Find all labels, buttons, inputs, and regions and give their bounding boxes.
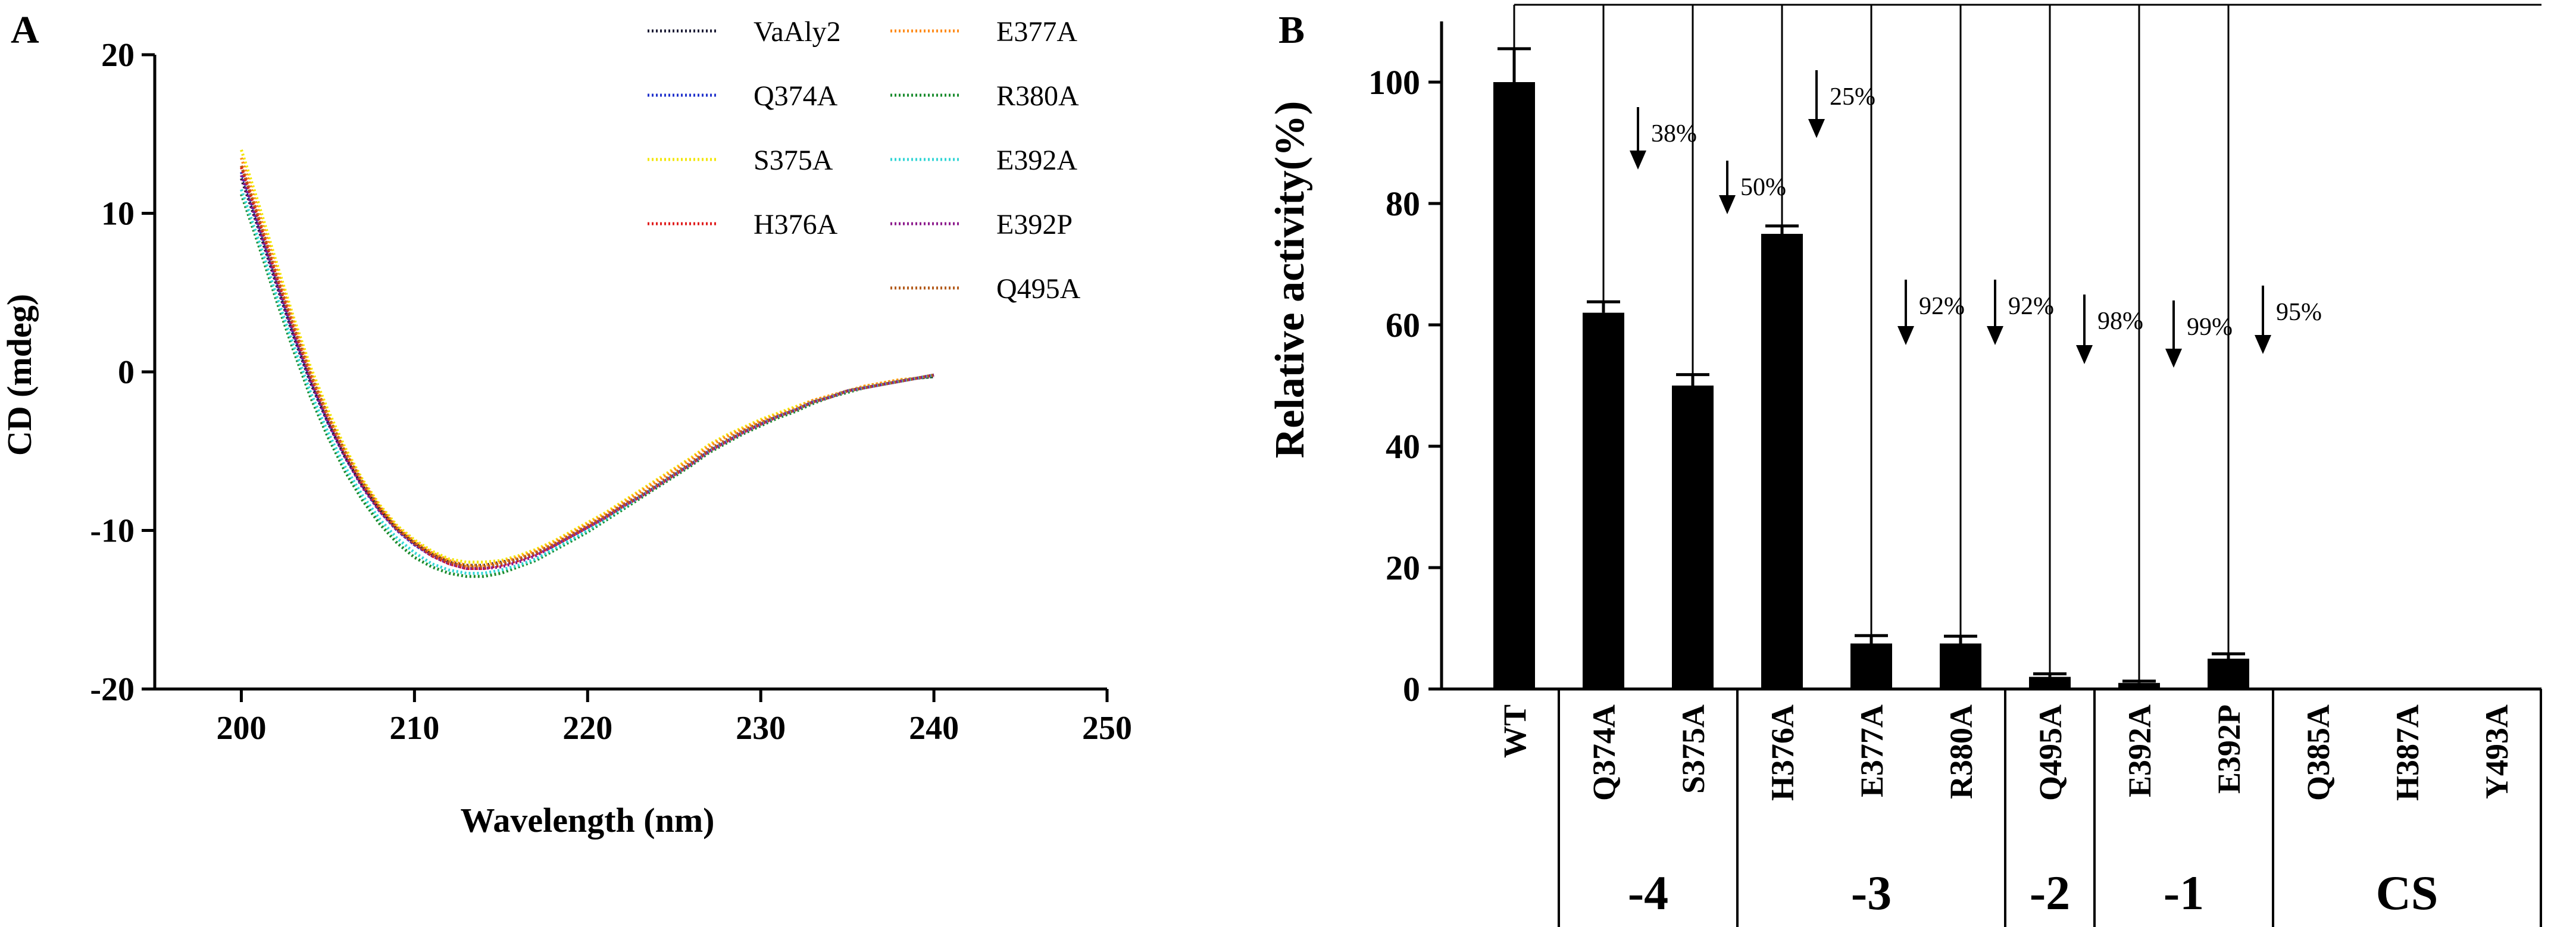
panel-a-x-axis-title: Wavelength (nm) [461, 801, 715, 840]
panel-a-y-tick-label: 0 [118, 354, 135, 391]
panel-a-legend: VaAly2 Q374A S375A H376A E377A R380A E392A E392… [648, 16, 1081, 305]
panel-a-y-tick-label: 20 [101, 37, 135, 74]
panel-a-x-tick-label: 200 [216, 710, 266, 747]
x-tick-label-h387a: H387A [2390, 704, 2425, 801]
panel-a-series-line-q495a [240, 165, 934, 569]
legend-label-e392a: E392A [996, 145, 1077, 176]
bar-e392p [2208, 659, 2249, 689]
x-tick-label-h376a: H376A [1765, 704, 1800, 801]
panel-a-x-tick-label: 230 [736, 710, 786, 747]
panel-a-y-tick-label: 10 [101, 196, 135, 233]
legend-label-s375a: S375A [754, 145, 833, 176]
panel-b-y-tick-label: 100 [1368, 63, 1420, 102]
panel-a-series-line-r380a [240, 193, 934, 578]
panel-b-annotations-group: 38% 50% 25% 92% 92% 98% 99% 95% [1513, 4, 2541, 681]
bar-h376a [1761, 234, 1803, 689]
x-tick-label-e377a: E377A [1854, 704, 1890, 797]
group-label-4: CS [2376, 866, 2439, 920]
arrow-head-e377a [1897, 326, 1914, 345]
panel-b-y-tick-label: 40 [1386, 427, 1420, 466]
panel-b-label: B [1278, 8, 1305, 52]
panel-a-series-line-e392p [240, 174, 934, 570]
x-tick-label-q495a: Q495A [2033, 704, 2068, 801]
legend-label-q374a: Q374A [754, 80, 838, 112]
legend-label-r380a: R380A [996, 80, 1079, 112]
arrow-head-q374a [1630, 151, 1646, 170]
x-tick-label-q374a: Q374A [1586, 704, 1622, 801]
x-tick-label-wt: WT [1497, 704, 1533, 758]
annotation-q495a: 98% [2097, 308, 2143, 335]
annotation-r380a: 92% [2008, 293, 2054, 320]
panel-a-x-tick-label: 210 [389, 710, 439, 747]
panel-b-bars-group: WT Q374A S375A H376A E377A R380A Q495A E392A E39… [1493, 47, 2515, 801]
x-tick-label-y493a: Y493A [2479, 704, 2515, 799]
legend-label-e377a: E377A [996, 16, 1077, 48]
arrow-head-e392p [2255, 335, 2271, 354]
bar-q495a [2029, 677, 2071, 689]
annotation-e392a: 99% [2187, 314, 2233, 341]
arrow-head-e392a [2165, 349, 2182, 368]
panel-b-y-tick-label: 0 [1403, 670, 1420, 709]
panel-b-subsite-groups: -4 -3 -2 -1 CS [1558, 689, 2542, 927]
arrow-head-q495a [2076, 345, 2093, 364]
bar-e392a [2118, 682, 2160, 689]
panel-b-y-tick-label: 60 [1386, 306, 1420, 345]
x-tick-label-e392a: E392A [2122, 704, 2158, 797]
bar-r380a [1940, 643, 1981, 689]
panel-b-y-tick-label: 20 [1386, 549, 1420, 587]
arrow-head-s375a [1719, 195, 1736, 214]
arrow-head-r380a [1987, 326, 2003, 345]
legend-label-h376a: H376A [754, 209, 838, 240]
panel-a-label: A [11, 8, 39, 52]
annotation-e392p: 95% [2276, 299, 2322, 326]
x-tick-label-r380a: R380A [1943, 704, 1979, 799]
panel-a-series-group [240, 149, 934, 578]
annotation-h376a: 25% [1830, 83, 1875, 111]
annotation-q374a: 38% [1651, 120, 1697, 148]
panel-a-axes: 200 210 220 230 240 250 20 10 0 -10 -20 [90, 37, 1132, 747]
annotation-s375a: 50% [1740, 174, 1786, 201]
arrow-head-h376a [1808, 119, 1825, 138]
panel-b-y-axis-title: Relative activity(%) [1267, 101, 1313, 459]
panel-a-cd-spectrum-chart: A 200 210 220 230 240 250 20 10 0 -10 -20 VaAly2 Q3… [0, 8, 1132, 840]
panel-b-y-tick-label: 80 [1386, 184, 1420, 223]
panel-a-y-axis-title: CD (mdeg) [0, 294, 39, 456]
panel-b-relative-activity-chart: B 0 20 40 60 80 100 WT Q374A S375A H376A E377A R38… [1267, 4, 2542, 927]
x-tick-label-q385a: Q385A [2300, 704, 2336, 801]
panel-b-axes: 0 20 40 60 80 100 [1368, 21, 2541, 709]
legend-label-q495a: Q495A [996, 273, 1081, 305]
panel-a-x-tick-label: 240 [909, 710, 959, 747]
panel-a-y-tick-label: -10 [90, 513, 135, 550]
group-label-2: -2 [2030, 866, 2070, 920]
x-tick-label-e392p: E392P [2211, 704, 2247, 794]
panel-a-x-tick-label: 250 [1082, 710, 1132, 747]
panel-a-x-tick-label: 220 [562, 710, 612, 747]
group-label-1: -3 [1851, 866, 1892, 920]
annotation-e377a: 92% [1919, 293, 1965, 320]
panel-a-series-line-e392a [240, 189, 934, 575]
bar-wt [1493, 82, 1535, 689]
legend-label-e392p: E392P [996, 209, 1073, 240]
legend-label-vaaly2: VaAly2 [754, 16, 841, 48]
x-tick-label-s375a: S375A [1675, 704, 1711, 794]
group-label-3: -1 [2164, 866, 2204, 920]
bar-s375a [1672, 386, 1714, 689]
panel-a-y-tick-label: -20 [90, 671, 135, 708]
group-label-0: -4 [1628, 866, 1668, 920]
bar-q374a [1583, 312, 1624, 689]
bar-e377a [1850, 643, 1892, 689]
